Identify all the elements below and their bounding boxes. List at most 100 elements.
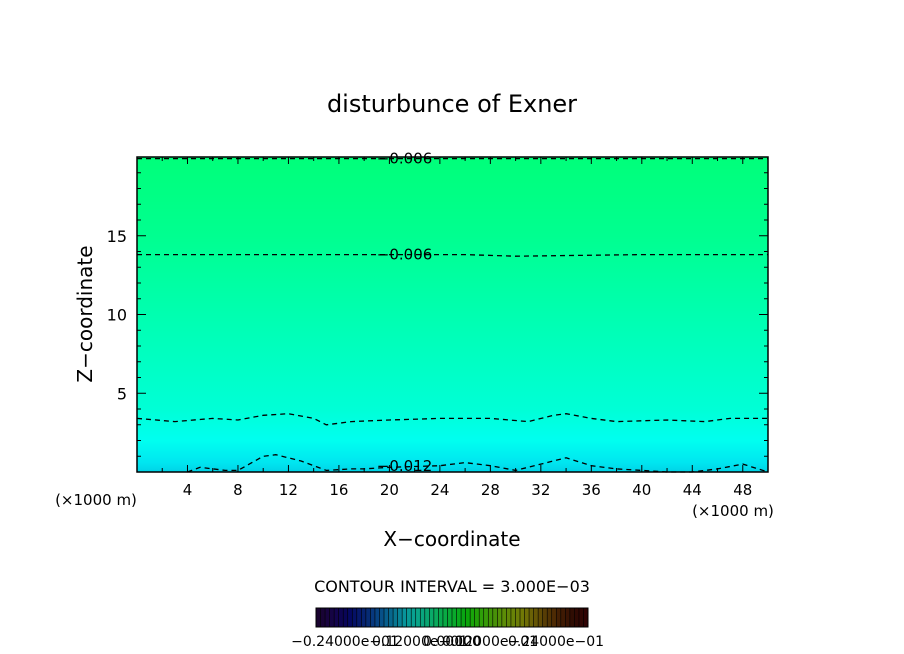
colorbar-swatch [488, 608, 494, 627]
colorbar-swatch [325, 608, 330, 627]
colorbar-swatch [538, 608, 543, 627]
colorbar-swatch [578, 608, 584, 627]
colorbar-swatch [424, 608, 430, 627]
x-tick-label: 28 [481, 481, 500, 499]
x-tick-label: 44 [683, 481, 702, 499]
colorbar-swatch [569, 608, 575, 627]
y-tick-label: 15 [107, 227, 127, 246]
y-tick-label: 5 [117, 384, 127, 403]
axis-ticks [137, 157, 768, 472]
x-axis-label: X−coordinate [383, 527, 520, 551]
y-tick-label: 10 [107, 306, 127, 325]
colorbar-swatch [560, 608, 566, 627]
colorbar-swatch [452, 608, 457, 627]
colorbar-swatch [447, 608, 453, 627]
contour-line [136, 413, 768, 426]
colorbar-swatch [329, 608, 335, 627]
x-tick-label: 32 [531, 481, 550, 499]
contour-interval-note: CONTOUR INTERVAL = 3.000E−03 [314, 577, 590, 596]
colorbar [315, 607, 589, 628]
contour-labels: −0.006 −0.006 −0.012 [377, 150, 433, 475]
x-tick-label: 48 [733, 481, 752, 499]
colorbar-swatch [465, 608, 471, 627]
colorbar-swatch [506, 608, 512, 627]
colorbar-swatch [320, 608, 326, 627]
colorbar-swatch [442, 608, 448, 627]
colorbar-swatch [483, 608, 489, 627]
colorbar-swatch [384, 608, 389, 627]
y-tick-labels: 5 10 15 [107, 227, 127, 404]
colorbar-swatch [479, 608, 485, 627]
colorbar-swatch [438, 608, 444, 627]
x-tick-label: 24 [430, 481, 449, 499]
colorbar-labels: −0.24000e−010.12000e−010.000000.12000e−0… [291, 634, 604, 650]
colorbar-swatch [515, 608, 521, 627]
x-tick-label: 4 [183, 481, 193, 499]
colorbar-swatch [461, 608, 466, 627]
colorbar-swatch [429, 608, 435, 627]
contour-line [137, 253, 768, 257]
colorbar-swatch [374, 608, 380, 627]
heatmap-field [137, 157, 768, 472]
colorbar-swatch [365, 608, 371, 627]
colorbar-swatch [402, 608, 407, 627]
colorbar-swatch [556, 608, 562, 627]
colorbar-tick-label: 0.00000 [423, 634, 481, 650]
x-tick-label: 16 [329, 481, 348, 499]
colorbar-swatch [492, 608, 498, 627]
colorbar-swatch [415, 608, 421, 627]
colorbar-swatch [393, 608, 398, 627]
colorbar-swatch [497, 608, 503, 627]
colorbar-swatch [356, 608, 362, 627]
colorbar-frame [315, 607, 589, 628]
contour-label: −0.006 [377, 150, 433, 168]
x-tick-label: 20 [380, 481, 399, 499]
colorbar-swatch [533, 608, 539, 627]
x-tick-label: 36 [582, 481, 601, 499]
x-tick-labels: 4 8 12 16 20 24 28 32 36 40 44 48 [183, 481, 753, 499]
colorbar-swatch [470, 608, 475, 627]
colorbar-tick-label: 0.12000e−01 [442, 634, 538, 650]
colorbar-swatch [529, 608, 534, 627]
colorbar-swatch [361, 608, 367, 627]
contour-label: −0.006 [377, 246, 433, 264]
colorbar-swatch [510, 608, 516, 627]
colorbar-swatch [370, 608, 376, 627]
colorbar-swatch [433, 608, 439, 627]
colorbar-swatch [456, 608, 462, 627]
colorbar-tick-label: 0.24000e−01 [508, 634, 604, 650]
chart-title: disturbunce of Exner [327, 90, 577, 118]
colorbar-swatch [379, 608, 385, 627]
y-axis-label: Z−coordinate [73, 245, 97, 382]
colorbar-swatch [520, 608, 525, 627]
colorbar-swatch [474, 608, 480, 627]
x-tick-label: 12 [279, 481, 298, 499]
colorbar-swatch [565, 608, 571, 627]
colorbar-swatch [547, 608, 553, 627]
colorbar-swatch [388, 608, 394, 627]
colorbar-swatch [551, 608, 557, 627]
colorbar-swatch [397, 608, 403, 627]
colorbar-swatch [524, 608, 530, 627]
colorbar-swatch [420, 608, 426, 627]
colorbar-swatch [583, 608, 589, 627]
x-unit-left: (×1000 m) [55, 491, 137, 509]
colorbar-swatch [542, 608, 548, 627]
colorbar-swatch [411, 608, 417, 627]
colorbar-swatch [316, 608, 321, 627]
x-tick-label: 8 [233, 481, 243, 499]
x-tick-label: 40 [632, 481, 651, 499]
x-unit-right: (×1000 m) [692, 502, 774, 520]
colorbar-swatch [347, 608, 353, 627]
colorbar-swatch [501, 608, 507, 627]
contour-label: −0.012 [377, 457, 433, 475]
colorbar-tick-label: −0.24000e−01 [291, 634, 399, 650]
colorbar-swatch [338, 608, 344, 627]
colorbar-swatch [574, 608, 580, 627]
colorbar-swatch [334, 608, 339, 627]
colorbar-swatch [343, 608, 349, 627]
colorbar-tick-label: 0.12000e−01 [372, 634, 468, 650]
colorbar-swatch [406, 608, 412, 627]
